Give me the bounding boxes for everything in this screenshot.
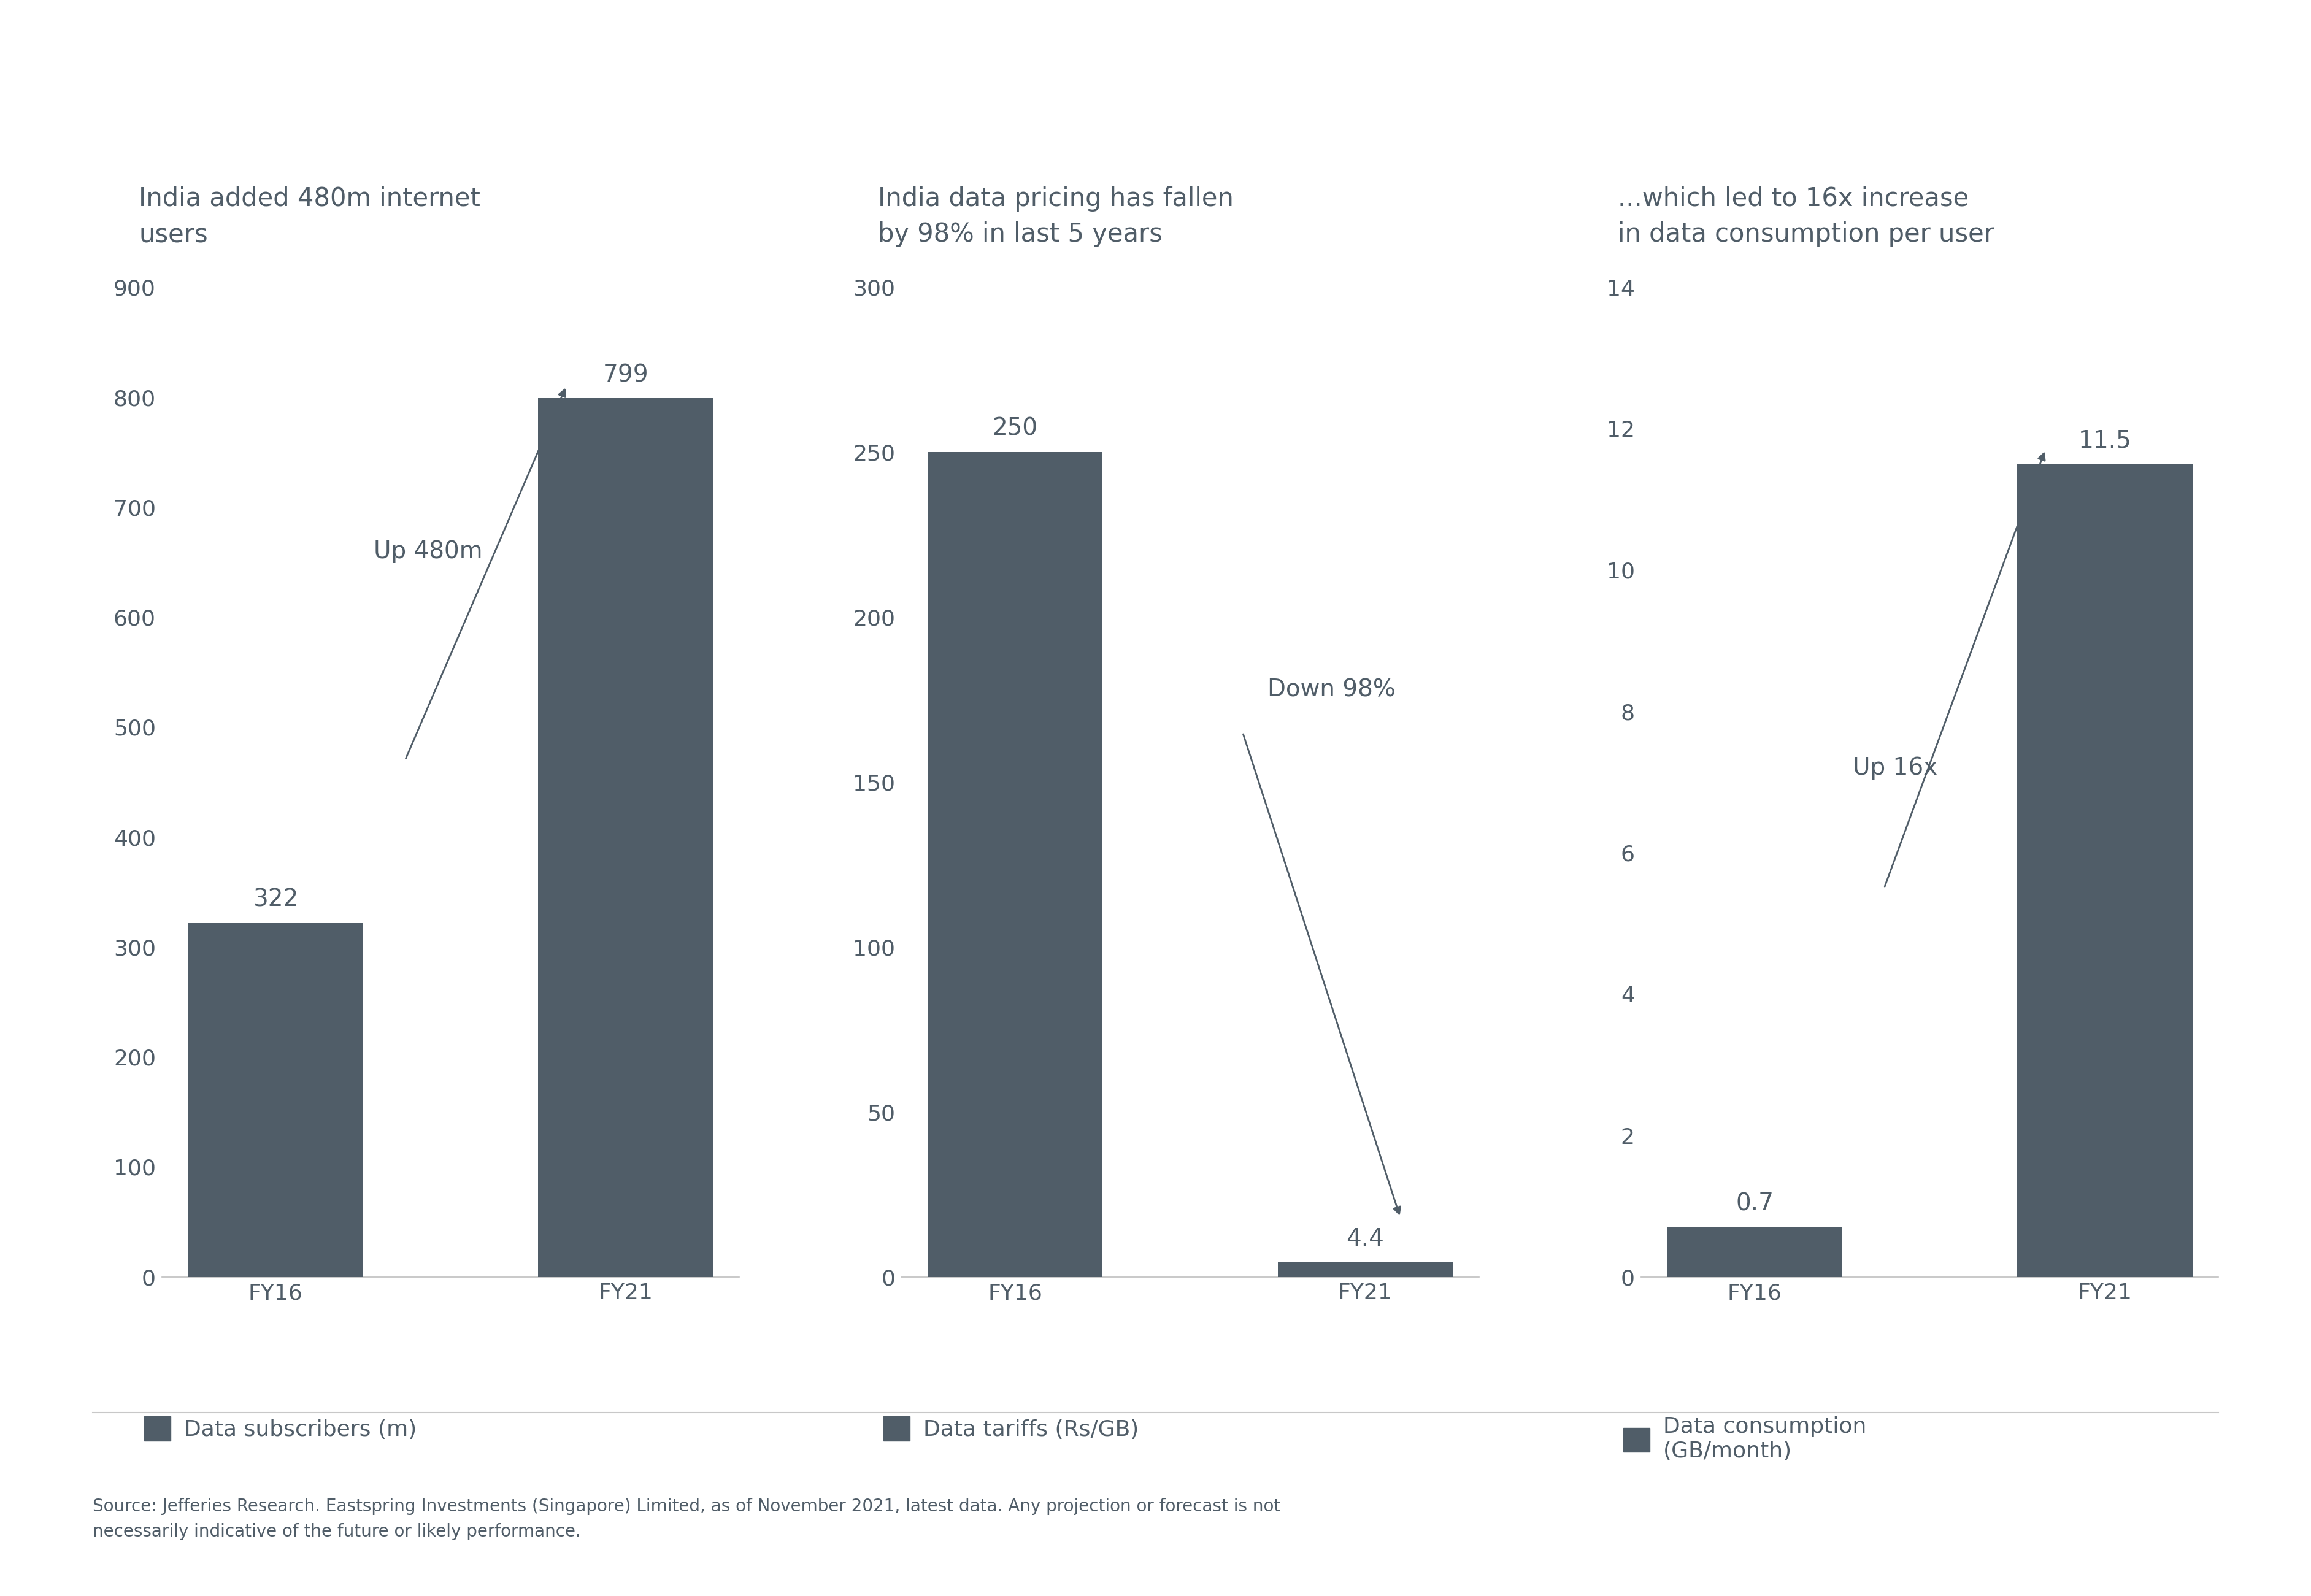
Bar bbox=[538, 399, 714, 1277]
Bar bbox=[2018, 464, 2193, 1277]
Text: India added 480m internet
users: India added 480m internet users bbox=[139, 185, 481, 247]
Text: Up 480m: Up 480m bbox=[374, 539, 483, 563]
Text: 250: 250 bbox=[991, 417, 1038, 440]
Text: 0.7: 0.7 bbox=[1736, 1192, 1773, 1216]
Legend: Data consumption
(GB/month): Data consumption (GB/month) bbox=[1622, 1417, 1867, 1462]
Legend: Data tariffs (Rs/GB): Data tariffs (Rs/GB) bbox=[883, 1417, 1139, 1441]
Text: 799: 799 bbox=[603, 364, 649, 386]
Text: 322: 322 bbox=[252, 887, 298, 911]
Text: 4.4: 4.4 bbox=[1347, 1227, 1384, 1250]
Text: 11.5: 11.5 bbox=[2078, 429, 2131, 452]
Text: India data pricing has fallen
by 98% in last 5 years: India data pricing has fallen by 98% in … bbox=[878, 185, 1234, 247]
Bar bbox=[187, 922, 363, 1277]
Bar bbox=[1278, 1262, 1454, 1277]
Text: Source: Jefferies Research. Eastspring Investments (Singapore) Limited, as of No: Source: Jefferies Research. Eastspring I… bbox=[92, 1497, 1280, 1540]
Bar bbox=[1666, 1227, 1842, 1277]
Bar bbox=[927, 452, 1102, 1277]
Text: ...which led to 16x increase
in data consumption per user: ...which led to 16x increase in data con… bbox=[1618, 185, 1994, 247]
Text: Up 16x: Up 16x bbox=[1853, 757, 1937, 779]
Text: Down 98%: Down 98% bbox=[1266, 678, 1396, 701]
Legend: Data subscribers (m): Data subscribers (m) bbox=[143, 1417, 416, 1441]
